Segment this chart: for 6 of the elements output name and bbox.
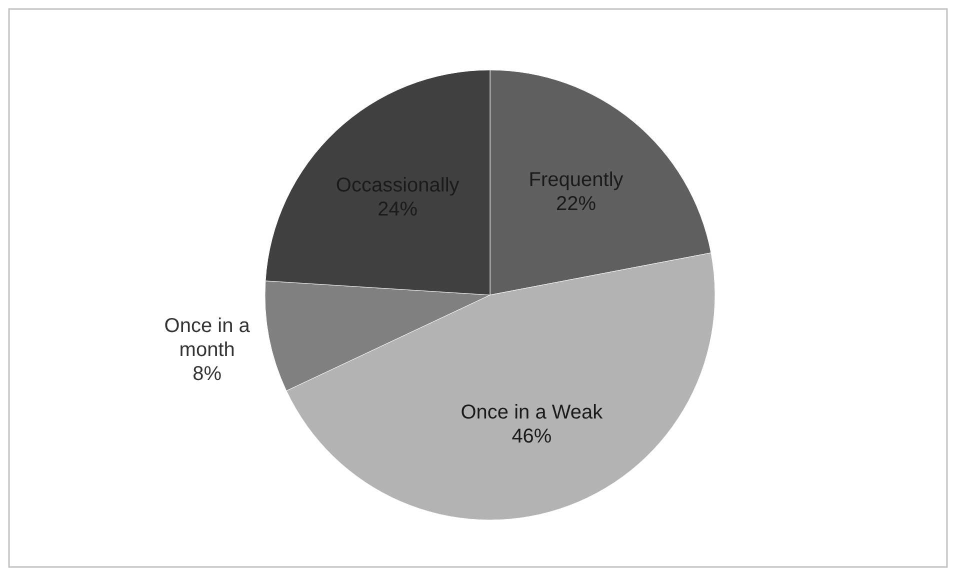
slice-label: Once in a Weak <box>460 401 604 424</box>
slice-label: Frequently <box>528 168 624 191</box>
slice-label: Once in a month <box>164 314 251 361</box>
data-label: 8% <box>192 362 222 385</box>
data-label: 46% <box>512 425 552 448</box>
data-label: 22% <box>556 192 596 215</box>
